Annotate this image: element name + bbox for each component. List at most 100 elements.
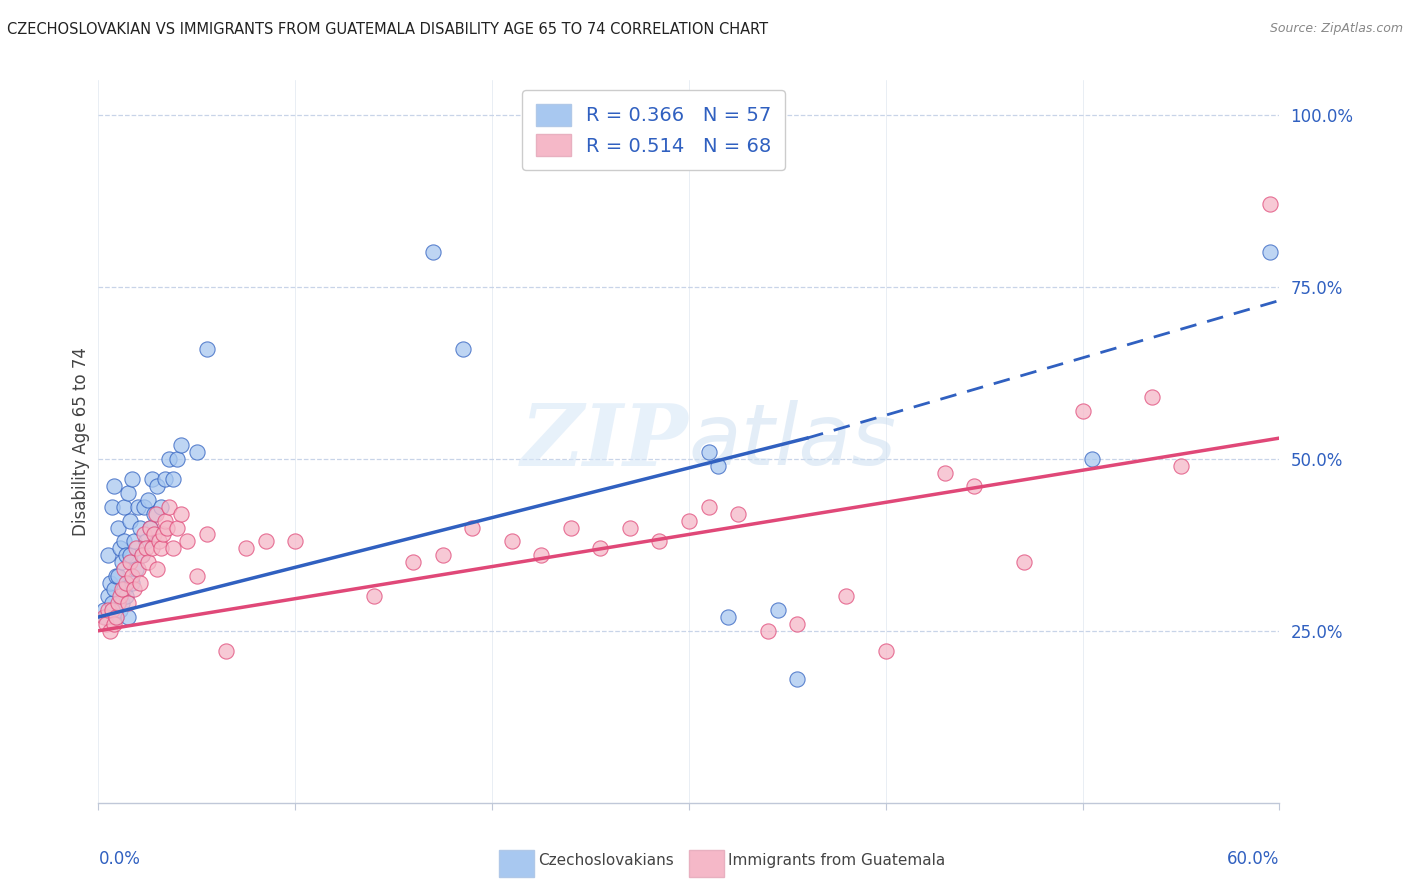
Point	[107, 520, 129, 534]
Point	[131, 548, 153, 562]
Point	[1081, 451, 1104, 466]
Point	[105, 568, 128, 582]
Point	[136, 555, 159, 569]
Point	[284, 534, 307, 549]
Point	[112, 582, 135, 597]
Point	[170, 438, 193, 452]
Point	[105, 610, 128, 624]
Point	[589, 541, 612, 556]
Point	[727, 507, 749, 521]
Point	[117, 486, 139, 500]
Point	[108, 603, 131, 617]
Point	[107, 596, 129, 610]
Point	[155, 514, 177, 528]
Point	[101, 596, 124, 610]
Point	[96, 610, 118, 624]
Text: 60.0%: 60.0%	[1227, 850, 1279, 868]
Point	[115, 575, 138, 590]
Point	[156, 520, 179, 534]
Point	[145, 507, 167, 521]
Point	[93, 603, 115, 617]
Point	[451, 342, 474, 356]
Point	[875, 644, 897, 658]
Point	[118, 548, 141, 562]
Text: Source: ZipAtlas.com: Source: ZipAtlas.com	[1270, 22, 1403, 36]
Point	[121, 575, 143, 590]
Point	[117, 596, 139, 610]
Point	[155, 472, 177, 486]
Point	[112, 562, 135, 576]
Point	[162, 472, 184, 486]
Point	[117, 610, 139, 624]
Point	[148, 534, 170, 549]
Point	[111, 582, 134, 597]
Point	[707, 458, 730, 473]
Point	[101, 500, 124, 514]
Point	[697, 500, 720, 514]
Point	[97, 548, 120, 562]
Point	[835, 590, 858, 604]
Point	[697, 445, 720, 459]
Point	[142, 527, 165, 541]
Point	[127, 500, 149, 514]
Text: 0.0%: 0.0%	[98, 850, 141, 868]
Point	[1071, 403, 1094, 417]
Point	[150, 541, 173, 556]
Point	[422, 245, 444, 260]
Point	[166, 451, 188, 466]
Point	[170, 507, 193, 521]
Legend: R = 0.366   N = 57, R = 0.514   N = 68: R = 0.366 N = 57, R = 0.514 N = 68	[522, 90, 785, 169]
Point	[128, 575, 150, 590]
Point	[93, 610, 115, 624]
Point	[461, 520, 484, 534]
Point	[103, 582, 125, 597]
Point	[142, 507, 165, 521]
Point	[138, 520, 160, 534]
Point	[141, 541, 163, 556]
Point	[98, 624, 121, 638]
Point	[756, 624, 779, 638]
Point	[132, 527, 155, 541]
Text: Czechoslovakians: Czechoslovakians	[538, 854, 675, 868]
Point	[934, 466, 956, 480]
Point	[501, 534, 523, 549]
Point	[152, 527, 174, 541]
Point	[111, 555, 134, 569]
Point	[121, 472, 143, 486]
Point	[195, 527, 218, 541]
Point	[118, 555, 141, 569]
Point	[103, 616, 125, 631]
Point	[111, 596, 134, 610]
Point	[141, 472, 163, 486]
Point	[560, 520, 582, 534]
Point	[97, 603, 120, 617]
Point	[146, 479, 169, 493]
Y-axis label: Disability Age 65 to 74: Disability Age 65 to 74	[72, 347, 90, 536]
Point	[432, 548, 454, 562]
Point	[157, 451, 180, 466]
Point	[115, 590, 138, 604]
Point	[112, 534, 135, 549]
Point	[766, 603, 789, 617]
Point	[186, 568, 208, 582]
Point	[786, 672, 808, 686]
Point	[195, 342, 218, 356]
Point	[186, 445, 208, 459]
Point	[127, 562, 149, 576]
Point	[963, 479, 986, 493]
Point	[107, 568, 129, 582]
Point	[402, 555, 425, 569]
Point	[108, 541, 131, 556]
Text: CZECHOSLOVAKIAN VS IMMIGRANTS FROM GUATEMALA DISABILITY AGE 65 TO 74 CORRELATION: CZECHOSLOVAKIAN VS IMMIGRANTS FROM GUATE…	[7, 22, 768, 37]
Text: ZIP: ZIP	[522, 400, 689, 483]
Point	[122, 582, 145, 597]
Point	[150, 500, 173, 514]
Point	[125, 562, 148, 576]
Point	[97, 590, 120, 604]
Point	[786, 616, 808, 631]
Point	[363, 590, 385, 604]
Point	[1170, 458, 1192, 473]
Point	[115, 548, 138, 562]
Point	[136, 493, 159, 508]
Point	[1258, 245, 1281, 260]
